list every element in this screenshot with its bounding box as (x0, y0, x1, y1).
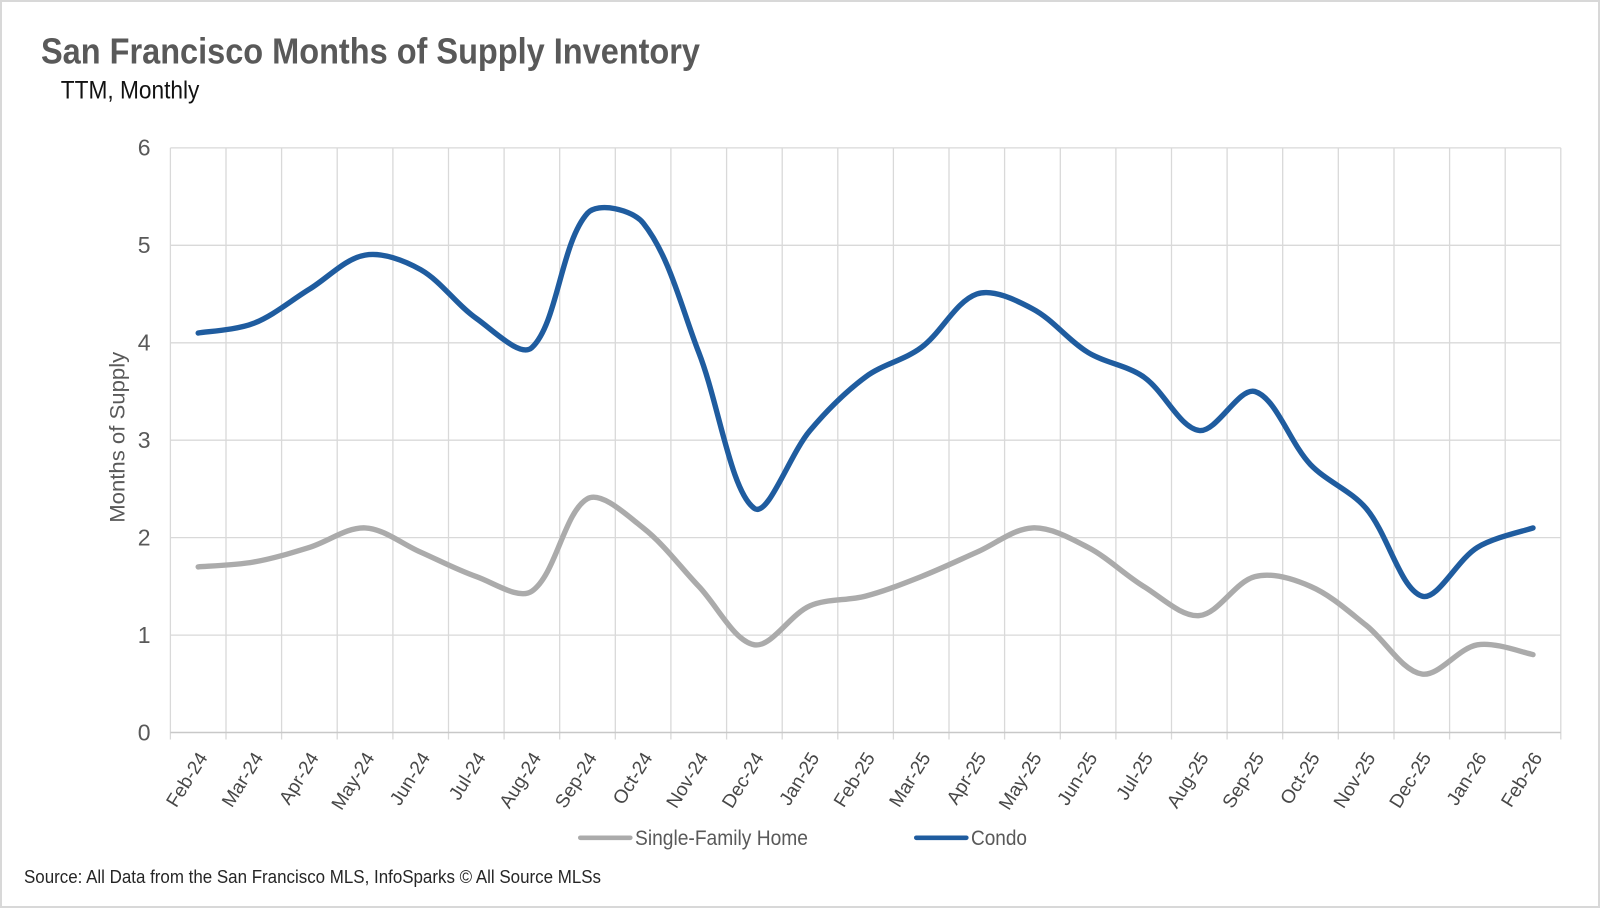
svg-text:Months of Supply: Months of Supply (107, 351, 130, 523)
svg-text:2: 2 (138, 524, 151, 550)
svg-text:Single-Family Home: Single-Family Home (635, 827, 808, 850)
svg-text:6: 6 (138, 135, 151, 161)
svg-text:TTM, Monthly: TTM, Monthly (61, 77, 200, 105)
svg-text:1: 1 (138, 622, 151, 648)
svg-text:Condo: Condo (971, 827, 1027, 850)
svg-text:4: 4 (138, 330, 151, 356)
svg-text:Source: All Data from the San: Source: All Data from the San Francisco … (24, 866, 601, 887)
svg-text:0: 0 (138, 719, 151, 745)
svg-text:5: 5 (138, 232, 151, 258)
svg-text:3: 3 (138, 427, 151, 453)
svg-text:San Francisco Months of Supply: San Francisco Months of Supply Inventory (41, 30, 700, 71)
